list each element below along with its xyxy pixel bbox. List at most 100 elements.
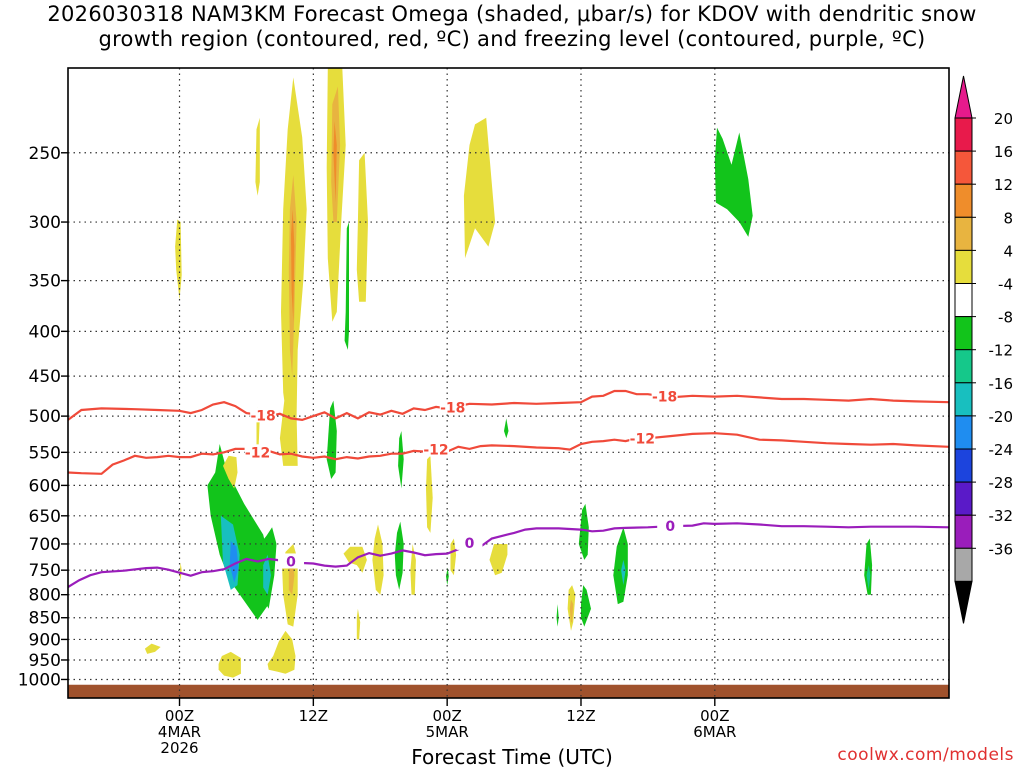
contour-label--12-2: -12	[630, 431, 655, 447]
omega-region-g1	[207, 444, 271, 620]
colorbar-label-6: -8	[998, 309, 1013, 327]
omega-region-y_b1	[144, 643, 161, 654]
y-tick-label-300: 300	[29, 213, 61, 233]
omega-region-g_r4	[581, 585, 591, 627]
grid-layer	[68, 68, 949, 698]
x-tick-label-48-1: 6MAR	[693, 723, 736, 741]
colorbar-segment-3	[954, 216, 973, 251]
chart-title-line1: 2026030318 NAM3KM Forecast Omega (shaded…	[47, 2, 977, 26]
colorbar-segment-0	[954, 117, 973, 152]
y-tick-label-250: 250	[29, 144, 61, 164]
omega-region-y_tall_r	[291, 209, 295, 322]
contour-label-bg--12-2	[629, 430, 656, 446]
colorbar-segment-13	[954, 547, 973, 582]
omega-region-y_l10	[489, 544, 508, 576]
x-tick-label-0-2: 2026	[160, 739, 198, 757]
contour-label-0-1: 0	[465, 536, 475, 552]
contour-label-bg-0-1	[456, 534, 483, 550]
chart-title-line2: growth region (contoured, red, ºC) and f…	[98, 27, 926, 51]
contour-label--18-0: -18	[251, 408, 276, 424]
omega-region-y_l7	[410, 544, 416, 595]
colorbar-label-12: -32	[989, 507, 1014, 525]
colorbar-label-9: -20	[989, 408, 1014, 426]
y-tick-label-550: 550	[29, 443, 61, 463]
contour-line-0	[68, 522, 949, 588]
x-tick-label-36-0: 12Z	[566, 707, 595, 725]
contour-line--18	[68, 389, 949, 422]
contour-label-bg-0-2	[657, 518, 684, 534]
colorbar-label-5: -4	[998, 276, 1013, 294]
credit-text: coolwx.com/models	[837, 745, 1014, 765]
colorbar-segment-4	[954, 249, 973, 284]
y-tick-label-1000: 1000	[18, 670, 61, 690]
y-tick-label-850: 850	[29, 609, 61, 629]
omega-region-y_c1	[463, 117, 496, 259]
y-tick-label-750: 750	[29, 561, 61, 581]
omega-region-g_m3	[398, 431, 404, 489]
omega-region-g_col	[344, 222, 349, 350]
omega-region-g_r6t	[621, 559, 626, 586]
omega-region-y_l5	[372, 524, 384, 595]
omega-region-y_r3o	[569, 599, 574, 623]
plot-shading-layer	[68, 68, 949, 698]
omega-region-g2t	[263, 554, 271, 595]
omega-region-y_b2	[218, 651, 241, 678]
y-tick-label-500: 500	[29, 407, 61, 427]
colorbar-label-7: -12	[989, 342, 1014, 360]
contour-label--12-1: -12	[423, 443, 448, 459]
omega-region-g_r5	[556, 604, 559, 627]
axis-layer: 2503003504004505005506006507007508008509…	[18, 144, 737, 757]
contour-line--12	[68, 432, 949, 475]
contour-layer	[68, 389, 949, 588]
omega-region-y_m4	[426, 455, 433, 533]
colorbar-label-3: 8	[1003, 209, 1013, 227]
colorbar-segment-10	[954, 448, 973, 483]
contour-label-0-0: 0	[286, 554, 296, 570]
contour-label-bg--12-1	[423, 441, 450, 457]
colorbar-segment-8	[954, 382, 973, 417]
contour-label-bg-0-0	[278, 553, 305, 569]
omega-region-g_r7t	[866, 565, 871, 590]
omega-region-g_m2	[326, 400, 337, 479]
colorbar-label-1: 16	[994, 143, 1013, 161]
x-tick-label-0-0: 00Z	[165, 707, 194, 725]
omega-region-y_l2	[175, 219, 182, 300]
x-axis-label: Forecast Time (UTC)	[411, 745, 613, 769]
x-tick-label-12-0: 12Z	[299, 707, 328, 725]
plot-frame	[67, 67, 950, 699]
omega-region-y_b4	[356, 608, 361, 640]
x-tick-label-24-1: 5MAR	[426, 723, 469, 741]
y-tick-label-700: 700	[29, 535, 61, 555]
x-tick-label-24-0: 00Z	[432, 707, 461, 725]
y-tick-label-400: 400	[29, 322, 61, 342]
colorbar-segment-1	[954, 150, 973, 185]
y-tick-label-600: 600	[29, 476, 61, 496]
colorbar-segment-9	[954, 415, 973, 450]
omega-region-y_l11	[179, 562, 182, 581]
contour-label-bg--12-0	[244, 444, 271, 460]
y-tick-label-900: 900	[29, 630, 61, 650]
colorbar-segment-6	[954, 316, 973, 351]
colorbar-label-4: 4	[1003, 242, 1013, 260]
colorbar-bottom-arrow	[954, 580, 973, 624]
colorbar-label-10: -24	[989, 441, 1014, 459]
x-tick-label-0-1: 4MAR	[158, 723, 201, 741]
chart-title: 2026030318 NAM3KM Forecast Omega (shaded…	[0, 2, 1024, 52]
colorbar-segment-5	[954, 283, 973, 318]
omega-region-y_l1	[255, 117, 260, 196]
y-tick-label-650: 650	[29, 507, 61, 527]
colorbar-top-arrow	[954, 75, 973, 119]
contour-label-bg--18-2	[651, 388, 678, 404]
colorbar-segment-12	[954, 514, 973, 549]
contour-label--18-2: -18	[652, 390, 677, 406]
colorbar-label-13: -36	[989, 540, 1014, 558]
omega-region-g_r7	[864, 538, 873, 595]
omega-region-g_r2	[578, 503, 589, 560]
contour-label--18-1: -18	[440, 400, 465, 416]
omega-region-y_m1	[223, 455, 238, 489]
omega-region-y_l8	[450, 538, 457, 576]
colorbar: 20 16 12 8 4 -4 -8 -12 -16 -20 -24 -28 -32 -36	[954, 75, 1014, 624]
contour-label-bg--18-1	[439, 399, 466, 415]
colorbar-segment-2	[954, 183, 973, 218]
